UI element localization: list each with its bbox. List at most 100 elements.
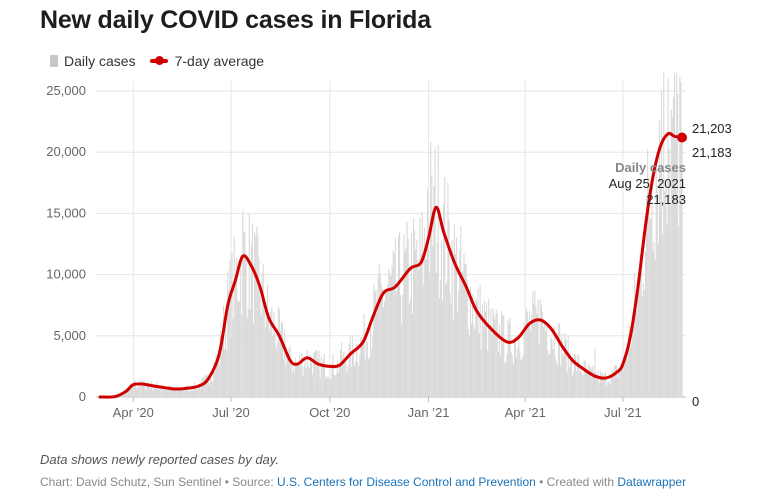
daily-case-bar	[620, 369, 622, 397]
daily-case-bar	[386, 291, 388, 397]
daily-case-bar	[648, 179, 650, 397]
daily-case-bar	[522, 355, 524, 397]
daily-case-bar	[563, 352, 565, 397]
daily-case-bar	[349, 335, 351, 397]
daily-case-bar	[313, 352, 315, 397]
daily-case-bar	[345, 361, 347, 397]
daily-case-bar	[316, 350, 318, 397]
daily-case-bar	[520, 359, 522, 397]
daily-case-bar	[248, 213, 250, 397]
daily-case-bar	[655, 168, 657, 397]
daily-case-bar	[232, 318, 234, 397]
daily-case-bar	[375, 289, 377, 397]
end-value-upper: 21,203	[692, 121, 732, 136]
daily-case-bar	[443, 203, 445, 397]
daily-case-bar	[453, 224, 455, 397]
daily-case-bar	[152, 390, 154, 397]
daily-case-bar	[461, 272, 463, 397]
daily-case-bar	[555, 361, 557, 397]
daily-case-bar	[247, 309, 249, 397]
daily-case-bar	[612, 371, 614, 397]
daily-case-bar	[378, 263, 380, 397]
daily-case-bar	[467, 329, 469, 397]
daily-case-bar	[306, 349, 308, 397]
daily-case-bar	[177, 389, 179, 397]
daily-case-bar	[496, 313, 498, 397]
daily-case-bar	[488, 298, 490, 397]
daily-case-bar	[658, 120, 660, 397]
daily-case-bar	[407, 238, 409, 397]
daily-case-bar	[393, 253, 395, 397]
daily-case-bar	[333, 374, 335, 397]
daily-case-bar	[192, 390, 194, 397]
footer-datawrapper-link[interactable]: Datawrapper	[617, 475, 687, 489]
daily-case-bar	[133, 380, 135, 397]
daily-case-bar	[299, 354, 301, 397]
daily-case-bar	[371, 348, 373, 397]
daily-case-bar	[404, 252, 406, 397]
chart-note: Data shows newly reported cases by day.	[40, 452, 279, 467]
daily-case-bar	[385, 292, 387, 397]
daily-case-bar	[376, 312, 378, 397]
daily-case-bar	[547, 350, 549, 397]
daily-case-bar	[438, 298, 440, 397]
daily-case-bar	[285, 365, 287, 397]
daily-case-bar	[372, 336, 374, 397]
daily-case-bar	[455, 237, 458, 397]
daily-case-bar	[304, 357, 306, 397]
daily-case-bar	[435, 272, 437, 397]
daily-case-bar	[172, 387, 174, 397]
daily-case-bar	[676, 72, 678, 397]
daily-case-bar	[444, 176, 446, 397]
daily-case-bar	[479, 285, 481, 397]
daily-case-bar	[288, 348, 290, 397]
legend-item-daily-cases: Daily cases	[50, 53, 136, 69]
daily-case-bar	[653, 242, 655, 397]
daily-case-bar	[409, 298, 411, 397]
daily-case-bar	[373, 283, 375, 397]
daily-case-bar	[297, 362, 299, 397]
daily-case-bar	[196, 385, 198, 397]
daily-case-bar	[650, 219, 652, 397]
daily-case-bar	[431, 174, 433, 397]
footer-source-link[interactable]: U.S. Centers for Disease Control and Pre…	[277, 475, 536, 489]
daily-case-bar	[630, 343, 633, 397]
daily-case-bar	[497, 352, 499, 397]
daily-case-bar	[636, 310, 638, 397]
daily-case-bar	[533, 303, 535, 397]
daily-case-bar	[233, 236, 235, 397]
daily-case-bar	[208, 385, 211, 397]
daily-case-bar	[286, 353, 288, 397]
daily-case-bar	[305, 368, 307, 397]
daily-case-bar	[480, 348, 482, 397]
daily-case-bar	[158, 389, 160, 397]
daily-case-bar	[516, 357, 518, 397]
daily-case-bar	[169, 388, 171, 397]
daily-case-bar	[206, 375, 208, 397]
daily-case-bar	[155, 384, 157, 397]
daily-case-bar	[432, 246, 434, 397]
daily-case-bar	[357, 361, 359, 397]
daily-case-bar	[361, 340, 363, 397]
daily-case-bar	[428, 225, 430, 397]
daily-case-bar	[526, 311, 528, 397]
daily-case-bar	[324, 378, 327, 397]
daily-case-bar	[143, 380, 145, 397]
daily-case-bar	[138, 385, 140, 397]
daily-case-bar	[323, 353, 325, 397]
daily-case-bar	[207, 382, 209, 397]
daily-case-bar	[360, 336, 362, 397]
daily-case-bar	[568, 366, 570, 397]
daily-case-bar	[135, 388, 138, 397]
daily-case-bar	[277, 306, 279, 397]
daily-case-bar	[211, 381, 213, 397]
end-value-zero: 0	[692, 394, 699, 409]
daily-case-bar	[380, 283, 382, 397]
daily-case-bar	[396, 285, 398, 397]
daily-case-bars	[100, 72, 683, 398]
daily-case-bar	[270, 312, 272, 397]
daily-case-bar	[429, 273, 431, 397]
gridlines	[96, 81, 686, 398]
daily-case-bar	[463, 253, 465, 397]
daily-case-bar	[226, 349, 228, 397]
